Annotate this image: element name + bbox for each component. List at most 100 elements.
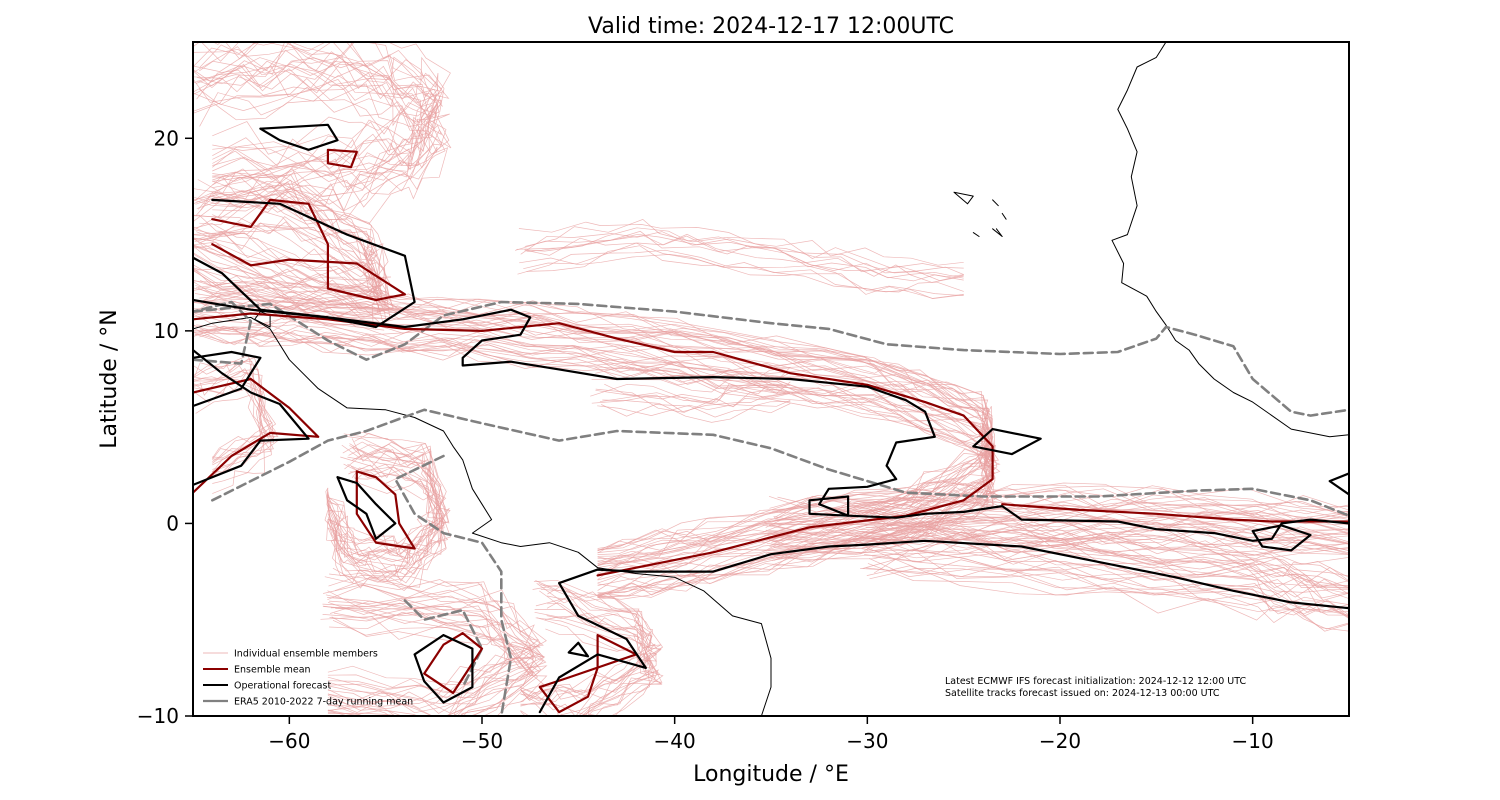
- oper-contour-10: [1251, 524, 1312, 552]
- ensemble-member-line: [193, 282, 990, 551]
- ensemble-member-line: [869, 568, 1349, 630]
- mean-contour-3: [326, 148, 358, 169]
- ensemble-member-line: [322, 597, 547, 707]
- ensemble-member-line: [871, 532, 1349, 587]
- x-axis-label: Longitude / °E: [693, 762, 849, 787]
- ensemble-member-line: [327, 472, 447, 588]
- ensemble-member-line: [193, 200, 391, 310]
- ensemble-member-line: [193, 42, 445, 167]
- ensemble-member-line: [193, 361, 275, 464]
- oper-contour-4: [193, 350, 262, 408]
- ensemble-member-line: [873, 549, 1349, 618]
- ensemble-member-line: [193, 331, 991, 598]
- ensemble-member-line: [517, 249, 964, 300]
- ensemble-member-line: [773, 497, 1349, 525]
- ensemble-member-line: [763, 487, 1349, 523]
- ensemble-member-line: [324, 576, 547, 699]
- ensemble-member-line: [768, 536, 1349, 559]
- ensemble-member-line: [327, 597, 545, 714]
- ensemble-member-line: [873, 523, 1349, 591]
- ensemble-member-line: [595, 388, 791, 413]
- ensemble-member-line: [325, 594, 534, 714]
- chart-title: Valid time: 2024-12-17 12:00UTC: [588, 14, 954, 39]
- ensemble-member-line: [524, 218, 964, 269]
- coast-contour-7: [992, 228, 1003, 237]
- y-tick-label: 0: [166, 511, 179, 535]
- ensemble-member-line: [193, 190, 390, 295]
- mean-contour-4: [193, 377, 320, 494]
- ensemble-member-line: [327, 611, 539, 716]
- ensemble-member-line: [520, 583, 656, 702]
- ensemble-member-line: [193, 65, 443, 205]
- ensemble-member-line: [193, 74, 442, 213]
- x-tick-label: −40: [654, 729, 696, 753]
- ensemble-member-line: [331, 616, 545, 716]
- ensemble-member-line: [198, 57, 442, 179]
- ensemble-member-line: [597, 401, 791, 416]
- ensemble-member-line: [327, 601, 542, 716]
- ensemble-member-line: [193, 318, 993, 586]
- mean-contour-5: [355, 470, 416, 550]
- ensemble-member-line: [322, 607, 534, 716]
- legend-label-era5: ERA5 2010-2022 7-day running mean: [234, 697, 413, 708]
- ensemble-member-line: [863, 504, 1349, 577]
- oper-contour-7: [413, 634, 474, 704]
- ensemble-member-line: [869, 558, 1349, 619]
- ensemble-member-line: [193, 360, 277, 459]
- ensemble-member-line: [327, 590, 535, 716]
- ensemble-member-line: [193, 46, 439, 177]
- annotation-init-time: Latest ECMWF IFS forecast initialization…: [945, 676, 1246, 687]
- ensemble-member-line: [870, 532, 1349, 586]
- ensemble-member-line: [327, 574, 535, 686]
- ensemble-member-line: [193, 368, 265, 470]
- ensemble-member-line: [195, 299, 1001, 567]
- ensemble-member-line: [534, 611, 664, 716]
- ensemble-member-line: [327, 438, 450, 561]
- ensemble-member-line: [193, 173, 384, 282]
- mean-contour-6: [423, 632, 484, 694]
- ensemble-member-line: [526, 245, 964, 299]
- oper-contour-9: [808, 495, 850, 517]
- ensemble-member-line: [327, 573, 541, 700]
- ensemble-member-line: [526, 233, 964, 283]
- ensemble-member-line: [193, 179, 382, 288]
- ensemble-member-line: [193, 63, 450, 191]
- ensemble-member-line: [869, 513, 1349, 583]
- ensemble-member-line: [323, 584, 542, 709]
- ensemble-member-line: [197, 295, 993, 563]
- ensemble-member-line: [326, 467, 441, 584]
- x-tick-label: −20: [1039, 729, 1081, 753]
- legend-label-mean: Ensemble mean: [234, 665, 311, 676]
- ensemble-mean-layer: [193, 148, 1349, 714]
- oper-contour-3: [259, 123, 339, 151]
- ensemble-member-line: [769, 488, 1349, 525]
- ensemble-member-line: [764, 515, 1349, 545]
- x-tick-label: −60: [268, 729, 310, 753]
- legend-label-members: Individual ensemble members: [234, 649, 378, 660]
- ensemble-member-line: [767, 504, 1349, 540]
- ensemble-member-line: [872, 511, 1349, 583]
- ensemble-member-line: [860, 529, 1349, 599]
- ensemble-member-line: [327, 463, 445, 577]
- ensemble-member-line: [534, 609, 659, 716]
- ensemble-member-line: [864, 521, 1349, 589]
- ensemble-member-line: [327, 464, 441, 583]
- coast-contour-4: [992, 199, 999, 207]
- ensemble-member-line: [327, 611, 534, 716]
- ensemble-member-line: [520, 595, 657, 716]
- ensemble-member-line: [516, 233, 964, 278]
- ensemble-member-line: [327, 470, 443, 582]
- ensemble-member-line: [327, 577, 544, 698]
- mean-contour-7: [538, 634, 638, 714]
- y-tick-label: 20: [154, 126, 179, 150]
- ensemble-member-line: [324, 453, 449, 574]
- coast-contour-5: [1001, 212, 1007, 220]
- ensemble-member-line: [594, 366, 791, 385]
- ensemble-member-line: [193, 324, 1001, 595]
- ensemble-member-line: [326, 441, 450, 557]
- ensemble-member-line: [520, 586, 662, 702]
- ensemble-member-line: [520, 584, 658, 694]
- oper-contour-0: [193, 298, 1349, 542]
- ensemble-member-line: [595, 365, 791, 380]
- ensemble-member-line: [327, 448, 438, 566]
